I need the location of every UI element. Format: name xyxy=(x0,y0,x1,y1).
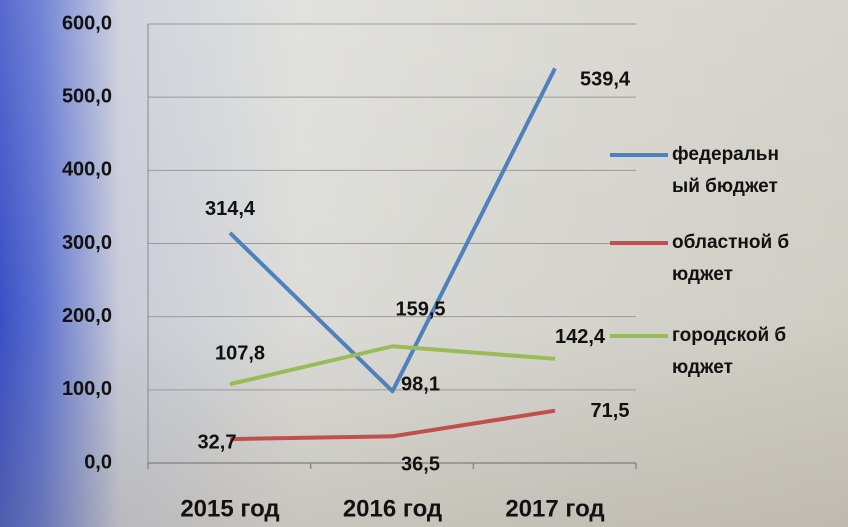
series-line xyxy=(229,344,556,387)
data-label: 539,4 xyxy=(580,69,631,91)
x-tick-label: 2015 год xyxy=(180,495,279,522)
data-label: 159,5 xyxy=(395,299,445,321)
data-label: 107,8 xyxy=(215,342,265,364)
data-label: 36,5 xyxy=(401,454,440,476)
series-line xyxy=(228,67,557,394)
y-tick-label: 300,0 xyxy=(62,232,112,254)
data-label: 314,4 xyxy=(205,198,256,220)
data-label: 71,5 xyxy=(591,400,630,422)
x-tick-label: 2016 год xyxy=(343,495,442,522)
legend-label: областной бюджет xyxy=(672,232,790,285)
y-tick-label: 200,0 xyxy=(62,305,112,327)
legend-label: федеральный бюджет xyxy=(672,144,779,197)
y-tick-label: 100,0 xyxy=(62,378,112,400)
data-label: 98,1 xyxy=(401,374,440,396)
y-tick-label: 0,0 xyxy=(84,451,112,473)
data-label: 32,7 xyxy=(198,431,237,453)
y-tick-label: 500,0 xyxy=(62,85,112,107)
legend-label: городской бюджет xyxy=(672,325,787,378)
y-tick-label: 400,0 xyxy=(62,159,112,181)
series-line xyxy=(229,408,556,442)
y-tick-label: 600,0 xyxy=(62,12,112,34)
x-tick-label: 2017 год xyxy=(505,495,604,522)
data-label: 142,4 xyxy=(555,326,606,348)
